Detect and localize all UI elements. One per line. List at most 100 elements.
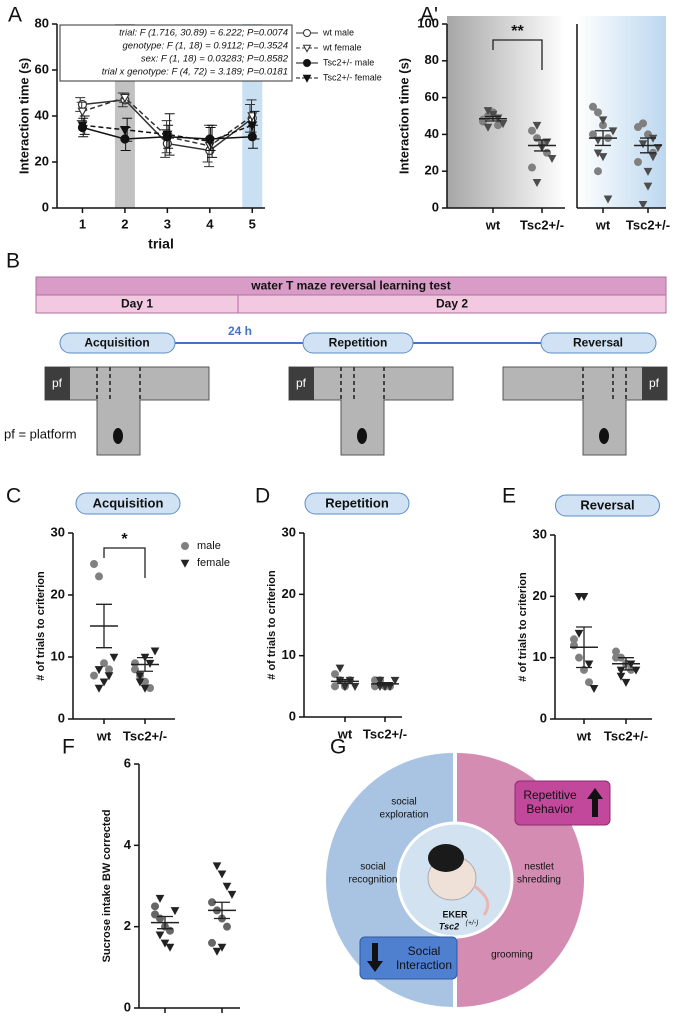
data-point (638, 201, 648, 210)
panel-label: B (6, 250, 20, 273)
data-point (594, 167, 602, 176)
x-tick-label: Tsc2+/- (363, 726, 407, 741)
x-tick-label: wt (96, 728, 112, 743)
interval-label: 24 h (228, 324, 252, 338)
mouse-head (428, 844, 464, 872)
data-point (212, 862, 222, 871)
x-tick-label: wt (485, 217, 501, 232)
day-bar (35, 294, 667, 314)
data-point (105, 665, 113, 674)
data-point (331, 682, 339, 691)
data-point (135, 672, 145, 681)
data-point (212, 947, 222, 956)
platform (45, 367, 70, 400)
data-point (643, 167, 653, 176)
stats-text: sex: F (1, 18) = 0.03283; P=0.8582 (141, 54, 289, 65)
y-tick-label: 0 (540, 710, 547, 725)
phase-label: Acquisition (84, 336, 149, 350)
data-point (155, 894, 165, 903)
y-tick-label: 80 (425, 52, 439, 67)
data-point (150, 647, 160, 656)
data-point (542, 138, 552, 147)
mouse-icon (113, 428, 123, 444)
platform-label: pf (52, 376, 63, 390)
sem-bar (377, 682, 393, 686)
data-point (222, 882, 232, 891)
y-tick-label: 60 (35, 61, 49, 76)
significance-bracket (492, 39, 543, 70)
y-axis-label: Interaction time (s) (16, 58, 31, 174)
data-point (532, 121, 542, 130)
x-tick-label: Tsc2+/- (604, 728, 648, 743)
y-tick-label: 30 (282, 524, 296, 539)
sem-bar (137, 656, 153, 672)
legend-label: female (197, 557, 230, 569)
data-point (104, 672, 114, 681)
y-tick-label: 40 (35, 107, 49, 122)
panel-label: E (502, 485, 516, 508)
data-point (589, 102, 597, 111)
behavior-label: grooming (491, 950, 533, 961)
data-point (603, 195, 613, 204)
y-tick-label: 30 (51, 524, 65, 539)
data-point (77, 121, 88, 131)
phenotype-diagram: EKER Tsc2 (+/-) social exploration socia… (326, 753, 611, 1007)
platform (289, 367, 314, 400)
y-axis-label: Interaction time (s) (396, 58, 411, 174)
data-point (638, 140, 648, 149)
data-point (575, 653, 583, 662)
data-point (483, 123, 493, 132)
sem-bar (485, 115, 501, 122)
data-point (131, 659, 139, 668)
behavior-label: recognition (349, 875, 398, 886)
mouse-icon (599, 428, 609, 444)
legend-label: male (197, 540, 221, 552)
data-point (498, 120, 508, 129)
data-point (155, 931, 165, 940)
significance-label: ** (511, 23, 524, 40)
genotype-label: Tsc2 (439, 921, 459, 931)
stats-text: trial x genotype: F (4, 72) = 3.189; P=0… (102, 67, 288, 78)
legend-marker (180, 559, 190, 568)
phase-pill (540, 332, 657, 354)
data-point (350, 683, 360, 692)
data-point (140, 684, 150, 693)
data-point (94, 684, 104, 693)
mouse-tail (473, 884, 490, 916)
y-tick-label: 0 (58, 710, 65, 725)
platform (642, 367, 667, 400)
data-point (109, 653, 119, 662)
data-point (119, 125, 130, 136)
data-point (584, 660, 594, 669)
y-tick-label: 2 (124, 918, 131, 933)
x-tick-label: wt (595, 217, 611, 232)
title-pill (75, 492, 181, 515)
data-point (99, 678, 109, 687)
data-point (151, 910, 159, 919)
data-point (77, 107, 88, 117)
day-label: Day 2 (436, 297, 468, 311)
data-point (204, 137, 215, 147)
x-tick-label: 5 (249, 216, 256, 231)
phenotype-label: Social (408, 944, 441, 958)
background (577, 16, 666, 208)
phenotype-box (514, 780, 611, 826)
day-label: Day 1 (121, 297, 153, 311)
data-point (483, 107, 493, 116)
sem-bar (595, 130, 611, 147)
phase-label: Reversal (573, 336, 623, 350)
panel-label: G (330, 736, 346, 759)
y-axis-label: # of trials to criterion (266, 570, 278, 680)
data-point (95, 572, 103, 581)
data-point (639, 119, 647, 128)
legend-label: Tsc2+/- male (323, 57, 374, 67)
data-point (631, 666, 641, 675)
data-point (579, 593, 589, 602)
stats-box (59, 24, 293, 82)
data-point (227, 890, 237, 899)
data-point (648, 153, 658, 162)
data-point (331, 670, 339, 679)
x-tick-label: 2 (121, 216, 128, 231)
data-point (217, 943, 227, 952)
